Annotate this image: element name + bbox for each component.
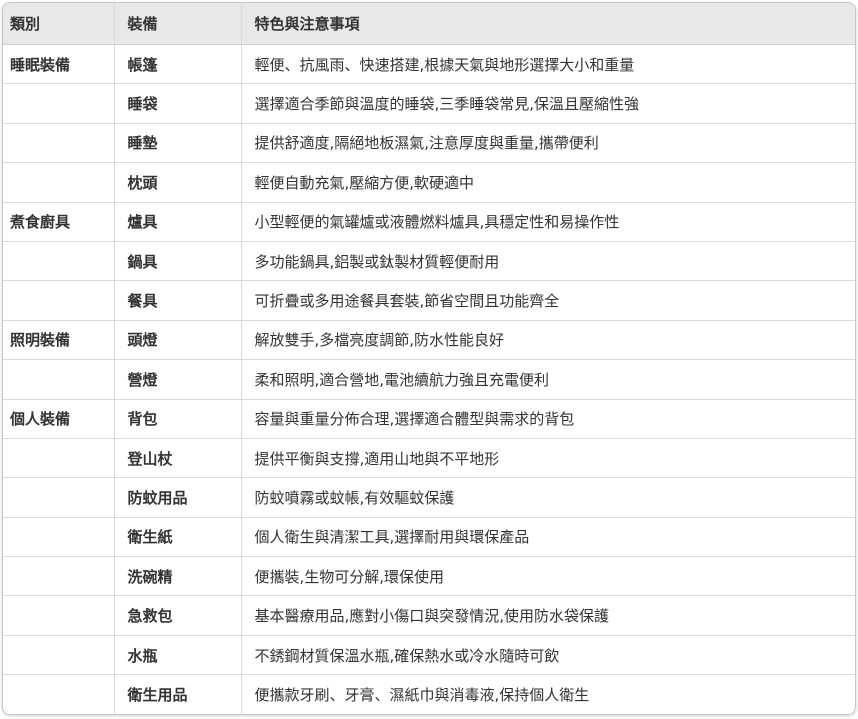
category-cell: 睡眠裝備 [3, 44, 115, 85]
equipment-cell: 背包 [114, 399, 242, 439]
equipment-cell: 防蚊用品 [114, 477, 242, 518]
equipment-cell: 頭燈 [114, 320, 242, 361]
category-cell: 照明裝備 [3, 320, 115, 361]
table-row: 照明裝備 頭燈 解放雙手,多檔亮度調節,防水性能良好 [3, 320, 855, 361]
category-cell [3, 556, 115, 597]
equipment-cell: 營燈 [114, 359, 242, 400]
note-cell: 不銹鋼材質保溫水瓶,確保熱水或冷水隨時可飲 [241, 635, 855, 676]
category-cell [3, 123, 115, 164]
equipment-cell: 枕頭 [114, 162, 242, 203]
equipment-cell: 登山杖 [114, 438, 242, 479]
header-cell-category: 類別 [3, 3, 115, 45]
category-cell [3, 517, 115, 558]
category-cell [3, 162, 115, 203]
table-row: 睡墊 提供舒適度,隔絕地板濕氣,注意厚度與重量,攜帶便利 [3, 123, 855, 164]
category-cell [3, 280, 115, 321]
equipment-cell: 睡袋 [114, 83, 242, 124]
category-cell: 個人裝備 [3, 399, 115, 439]
table-row: 衛生用品 便攜款牙刷、牙膏、濕紙巾與消毒液,保持個人衛生 [3, 674, 855, 714]
table-row: 登山杖 提供平衡與支撐,適用山地與不平地形 [3, 438, 855, 479]
table-row: 防蚊用品 防蚊噴霧或蚊帳,有效驅蚊保護 [3, 477, 855, 518]
note-cell: 提供平衡與支撐,適用山地與不平地形 [241, 438, 855, 479]
category-cell [3, 438, 115, 479]
camping-gear-table: 類別 裝備 特色與注意事項 睡眠裝備 帳篷 輕便、抗風雨、快速搭建,根據天氣與地… [3, 3, 855, 714]
table-row: 急救包 基本醫療用品,應對小傷口與突發情況,使用防水袋保護 [3, 595, 855, 636]
category-cell [3, 359, 115, 400]
category-cell [3, 595, 115, 636]
table-row: 煮食廚具 爐具 小型輕便的氣罐爐或液體燃料爐具,具穩定性和易操作性 [3, 202, 855, 242]
category-cell [3, 477, 115, 518]
table-row: 個人裝備 背包 容量與重量分佈合理,選擇適合體型與需求的背包 [3, 399, 855, 439]
note-cell: 個人衛生與清潔工具,選擇耐用與環保產品 [241, 517, 855, 558]
note-cell: 便攜款牙刷、牙膏、濕紙巾與消毒液,保持個人衛生 [241, 674, 855, 714]
category-cell [3, 83, 115, 124]
table-row: 睡眠裝備 帳篷 輕便、抗風雨、快速搭建,根據天氣與地形選擇大小和重量 [3, 44, 855, 85]
note-cell: 選擇適合季節與溫度的睡袋,三季睡袋常見,保溫且壓縮性強 [241, 83, 855, 124]
category-cell [3, 635, 115, 676]
table-row: 水瓶 不銹鋼材質保溫水瓶,確保熱水或冷水隨時可飲 [3, 635, 855, 676]
equipment-cell: 睡墊 [114, 123, 242, 164]
note-cell: 小型輕便的氣罐爐或液體燃料爐具,具穩定性和易操作性 [241, 202, 855, 242]
equipment-cell: 餐具 [114, 280, 242, 321]
note-cell: 輕便、抗風雨、快速搭建,根據天氣與地形選擇大小和重量 [241, 44, 855, 85]
equipment-cell: 急救包 [114, 595, 242, 636]
note-cell: 可折疊或多用途餐具套裝,節省空間且功能齊全 [241, 280, 855, 321]
equipment-cell: 帳篷 [114, 44, 242, 85]
table-row: 枕頭 輕便自動充氣,壓縮方便,軟硬適中 [3, 162, 855, 203]
note-cell: 基本醫療用品,應對小傷口與突發情況,使用防水袋保護 [241, 595, 855, 636]
table-row: 洗碗精 便攜裝,生物可分解,環保使用 [3, 556, 855, 597]
note-cell: 便攜裝,生物可分解,環保使用 [241, 556, 855, 597]
header-cell-notes: 特色與注意事項 [241, 3, 855, 45]
note-cell: 柔和照明,適合營地,電池續航力強且充電便利 [241, 359, 855, 400]
equipment-cell: 水瓶 [114, 635, 242, 676]
note-cell: 輕便自動充氣,壓縮方便,軟硬適中 [241, 162, 855, 203]
equipment-cell: 衛生紙 [114, 517, 242, 558]
table-row: 營燈 柔和照明,適合營地,電池續航力強且充電便利 [3, 359, 855, 400]
equipment-cell: 爐具 [114, 202, 242, 242]
category-cell: 煮食廚具 [3, 202, 115, 242]
equipment-cell: 衛生用品 [114, 674, 242, 714]
header-cell-equipment: 裝備 [114, 3, 242, 45]
table-row: 餐具 可折疊或多用途餐具套裝,節省空間且功能齊全 [3, 280, 855, 321]
table-row: 睡袋 選擇適合季節與溫度的睡袋,三季睡袋常見,保溫且壓縮性強 [3, 83, 855, 124]
category-cell [3, 241, 115, 282]
note-cell: 防蚊噴霧或蚊帳,有效驅蚊保護 [241, 477, 855, 518]
equipment-cell: 鍋具 [114, 241, 242, 282]
note-cell: 多功能鍋具,鋁製或鈦製材質輕便耐用 [241, 241, 855, 282]
equipment-cell: 洗碗精 [114, 556, 242, 597]
header-row: 類別 裝備 特色與注意事項 [3, 3, 855, 45]
note-cell: 解放雙手,多檔亮度調節,防水性能良好 [241, 320, 855, 361]
table-row: 衛生紙 個人衛生與清潔工具,選擇耐用與環保產品 [3, 517, 855, 558]
note-cell: 容量與重量分佈合理,選擇適合體型與需求的背包 [241, 399, 855, 439]
note-cell: 提供舒適度,隔絕地板濕氣,注意厚度與重量,攜帶便利 [241, 123, 855, 164]
category-cell [3, 674, 115, 714]
table-row: 鍋具 多功能鍋具,鋁製或鈦製材質輕便耐用 [3, 241, 855, 282]
